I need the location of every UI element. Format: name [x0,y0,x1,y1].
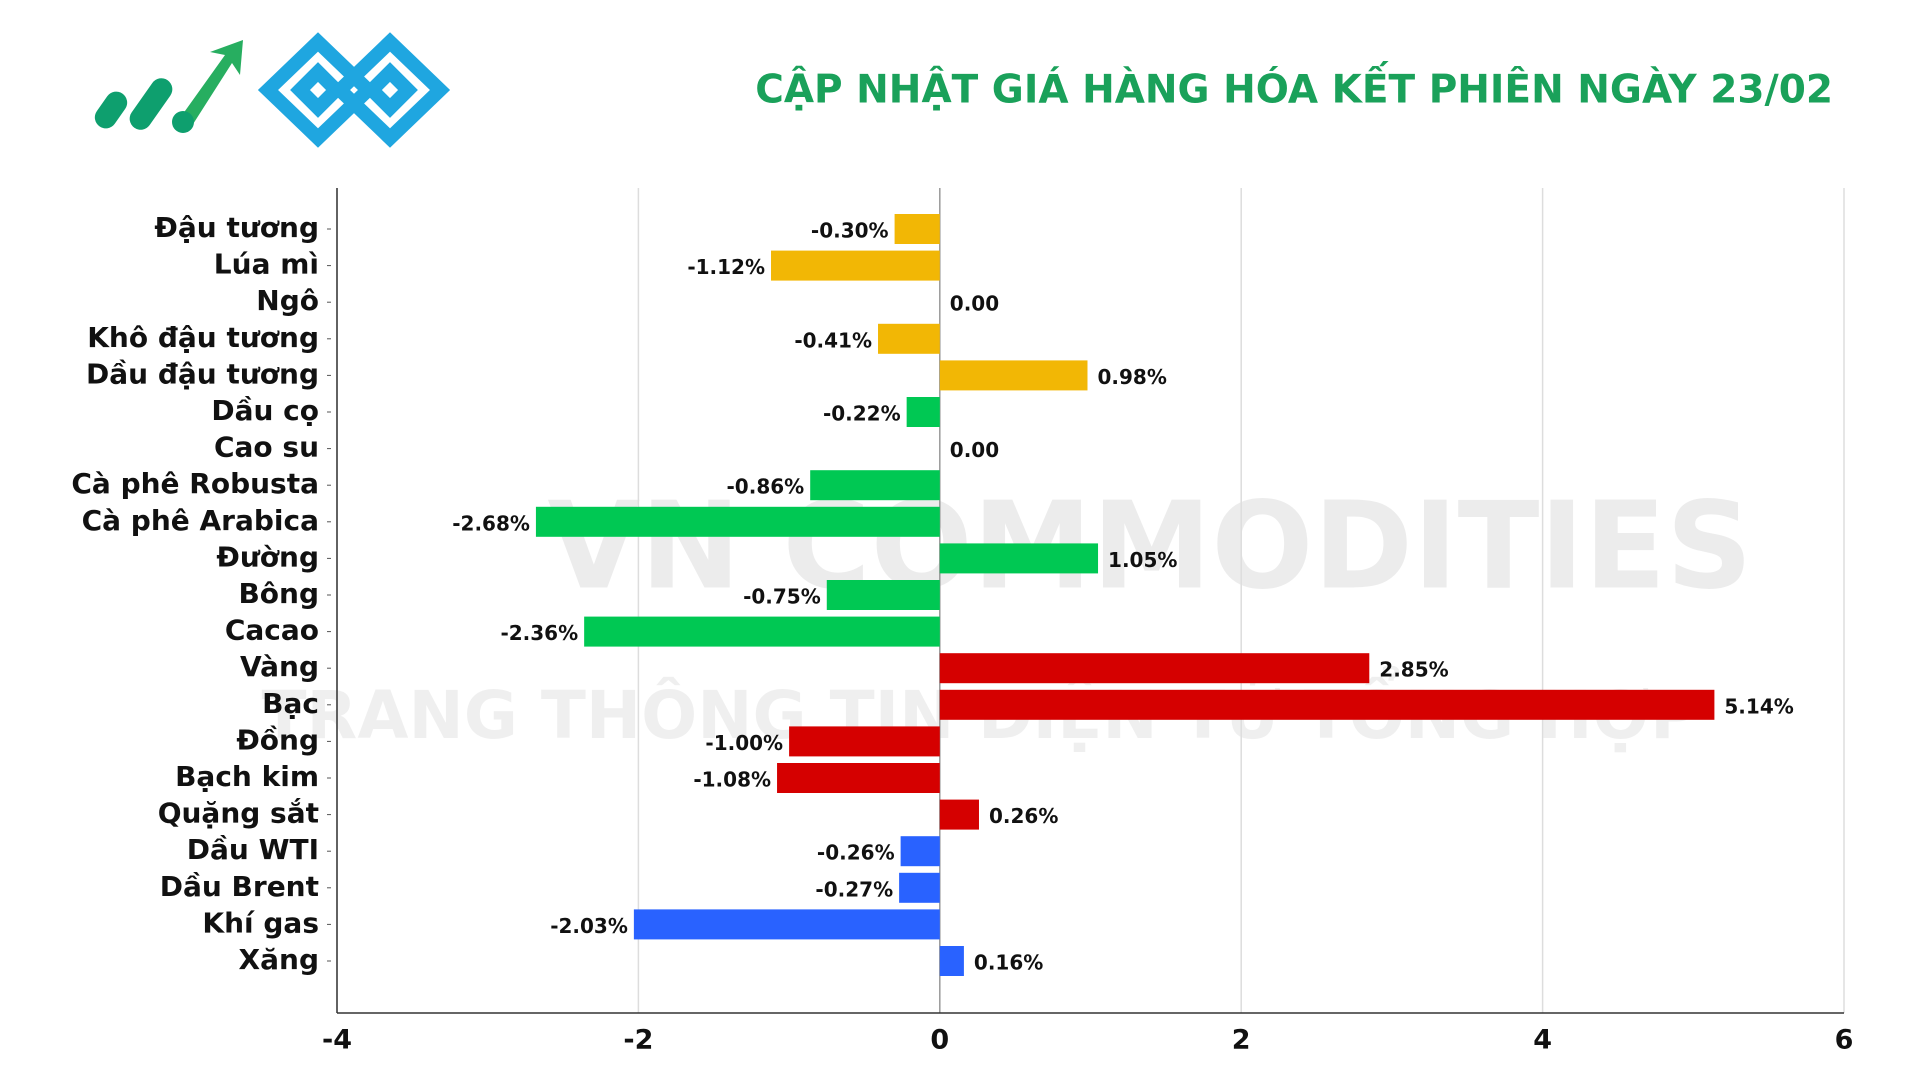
y-tick-label: Khô đậu tương [87,321,319,354]
value-label: -2.68% [452,511,530,535]
bar [939,543,1099,574]
value-label: -2.03% [550,914,628,938]
y-tick-label: Dầu đậu tương [86,357,319,390]
bar [789,726,940,757]
bar [939,689,1715,720]
value-label: -2.36% [500,621,578,645]
value-label: 2.85% [1379,658,1448,682]
value-label: 0.98% [1097,365,1166,389]
bar [810,470,940,501]
bar [878,323,940,354]
x-tick-label: 0 [930,1025,949,1056]
y-tick-label: Dầu cọ [211,394,319,427]
value-label: -0.26% [817,841,895,865]
value-label: -0.30% [811,219,889,243]
value-label: 0.00 [950,438,999,462]
y-tick-label: Dầu WTI [187,833,319,866]
value-label: -1.00% [705,731,783,755]
chart-title: CẬP NHẬT GIÁ HÀNG HÓA KẾT PHIÊN NGÀY 23/… [755,61,1833,113]
y-tick-label: Dầu Brent [160,870,319,903]
watermark: VN COMMODITIES [547,478,1752,617]
y-tick-label: Cacao [225,614,319,647]
bar [584,616,940,647]
bar [900,836,940,867]
y-tick-label: Quặng sắt [158,797,319,830]
bar [535,506,940,537]
value-label: -0.75% [743,585,821,609]
y-tick-label: Ngô [256,284,319,317]
value-label: 0.00 [950,292,999,316]
y-tick-label: Cà phê Arabica [82,504,319,537]
bar [633,909,940,940]
bar [939,360,1088,391]
value-label: 0.26% [989,804,1058,828]
y-tick-label: Bạc [262,687,319,720]
bar [939,946,964,976]
y-tick-label: Bạch kim [175,760,319,793]
value-label: -0.22% [823,402,901,426]
y-tick-label: Đường [216,540,319,573]
bar [899,872,940,903]
value-label: -1.12% [687,255,765,279]
x-tick-label: -4 [322,1025,352,1056]
y-tick-label: Cà phê Robusta [71,467,319,500]
x-tick-label: 2 [1232,1025,1251,1056]
value-label: -0.41% [794,328,872,352]
value-label: -1.08% [693,768,771,792]
value-label: 5.14% [1724,694,1793,718]
bar [939,653,1370,684]
logo [94,32,451,148]
y-tick-label: Đậu tương [154,211,319,244]
value-label: -0.27% [815,877,893,901]
bar [771,250,940,281]
value-label: 1.05% [1108,548,1177,572]
x-tick-label: 4 [1533,1025,1552,1056]
y-tick-label: Đồng [236,723,319,756]
y-tick-label: Lúa mì [214,248,319,281]
bar [906,397,940,427]
y-tick-label: Cao su [214,431,319,464]
y-tick-label: Bông [238,577,319,610]
y-tick-label: Khí gas [202,906,319,939]
value-label: 0.16% [974,951,1043,975]
y-tick-label: Xăng [239,943,319,976]
value-label: -0.86% [727,475,805,499]
y-tick-label: Vàng [240,650,319,683]
bar [777,763,940,793]
x-tick-label: 6 [1835,1025,1854,1056]
bar [939,799,979,830]
x-tick-label: -2 [623,1025,653,1056]
bar [894,214,940,244]
bar [826,580,940,610]
